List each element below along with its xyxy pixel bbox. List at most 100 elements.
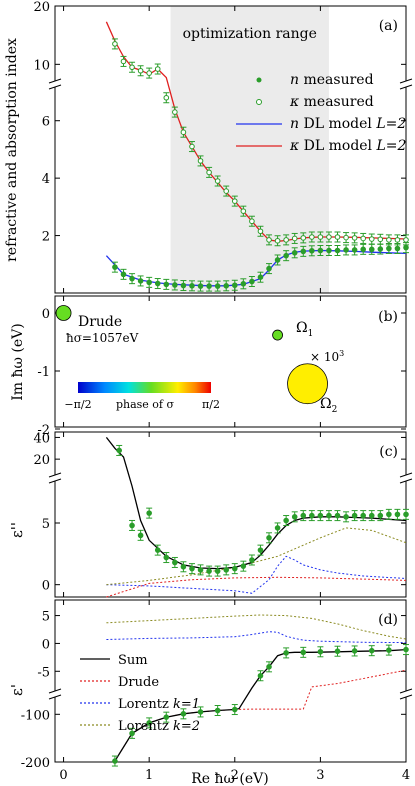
eps2-measured-point bbox=[223, 567, 230, 573]
kappa-measured-point bbox=[197, 158, 204, 164]
panel-d-break-mark bbox=[399, 694, 413, 700]
legend-text: Lorentz bbox=[118, 697, 173, 712]
legend-entry: Drude bbox=[118, 675, 159, 690]
panel-c-break-mark bbox=[399, 478, 413, 484]
x-tick-label: 1 bbox=[145, 768, 153, 783]
panel-a-break-mark bbox=[48, 84, 62, 90]
kappa-measured-point bbox=[386, 237, 392, 243]
panel-d-label: (d) bbox=[378, 612, 398, 628]
n-measured-point bbox=[343, 247, 349, 253]
n-measured-point bbox=[326, 247, 332, 254]
panel-d-break-mask bbox=[51, 691, 59, 697]
kappa-measured-point bbox=[129, 64, 135, 71]
kappa-measured-point bbox=[317, 234, 324, 240]
n-measured-point bbox=[403, 244, 409, 251]
eps2-measured-point bbox=[274, 525, 281, 531]
n-measured-point bbox=[163, 281, 170, 288]
panel-c-break-mask bbox=[402, 475, 410, 481]
n-measured-point bbox=[266, 265, 272, 272]
kappa-measured-point bbox=[377, 236, 384, 243]
panel-d-ylabel: ε' bbox=[8, 684, 26, 696]
eps2-measured-point bbox=[326, 512, 332, 519]
panel-a-y-tick-label: 6 bbox=[42, 115, 50, 130]
eps1-measured-point bbox=[231, 706, 238, 713]
eps2-measured-point bbox=[137, 532, 144, 539]
eps1-measured-point bbox=[163, 714, 170, 720]
panel-a-break-mark bbox=[399, 78, 413, 84]
n-measured-point bbox=[129, 275, 135, 282]
eps2-measured-point bbox=[249, 557, 255, 563]
eps1-measured-point bbox=[146, 720, 152, 726]
eps2-measured-point bbox=[386, 511, 392, 518]
sum-line bbox=[114, 648, 407, 762]
eps2-measured-point bbox=[116, 447, 123, 454]
kappa-measured-point bbox=[343, 234, 349, 241]
panel-d-frame bbox=[54, 599, 407, 763]
x-tick-label: 3 bbox=[316, 768, 324, 783]
kappa-measured-point bbox=[231, 198, 238, 204]
eps2-measured-point bbox=[291, 514, 298, 520]
legend-symbol: κ bbox=[289, 138, 299, 154]
legend-symbol: n bbox=[290, 72, 299, 88]
kappa-measured-point bbox=[351, 235, 358, 241]
kappa-measured-point bbox=[180, 129, 187, 135]
eps1-measured-point bbox=[351, 648, 358, 654]
panel-c-break-mark bbox=[399, 472, 413, 478]
panel-b-y-tick-label: 0 bbox=[42, 307, 50, 322]
eps2-measured-point bbox=[368, 512, 375, 519]
eps2-measured-point bbox=[206, 568, 212, 574]
panel-d-break-mask bbox=[402, 691, 410, 697]
panel-c-y-tick-label: 20 bbox=[33, 453, 50, 468]
panel-d-y-tick-label: -100 bbox=[21, 708, 50, 723]
eps1-measured-point bbox=[180, 711, 187, 717]
legend-entry: κ DL model L=2 bbox=[289, 138, 407, 154]
eps1-measured-point bbox=[266, 664, 272, 670]
eps2-measured-point bbox=[266, 535, 272, 541]
n-measured-point bbox=[146, 279, 152, 286]
eps1-measured-point bbox=[334, 648, 341, 655]
eps2-measured-point bbox=[129, 522, 135, 529]
eps1-measured-point bbox=[403, 646, 409, 653]
panel-d-y-tick-label: 5 bbox=[42, 610, 50, 625]
n-measured-point bbox=[386, 245, 392, 252]
eps2-measured-point bbox=[214, 568, 221, 574]
kappa-measured-point bbox=[137, 67, 144, 74]
legend-entry: n measured bbox=[290, 72, 374, 88]
eps2-measured-point bbox=[394, 511, 401, 518]
eps2-measured-point bbox=[197, 567, 204, 573]
panel-d-break-mark bbox=[48, 694, 62, 700]
eps2-measured-point bbox=[180, 563, 187, 570]
eps1-measured-point bbox=[317, 648, 324, 655]
n-measured-point bbox=[394, 245, 401, 252]
eps1-measured-point bbox=[283, 650, 289, 656]
omega2-sub: 2 bbox=[332, 405, 338, 415]
n-measured-point bbox=[112, 264, 118, 270]
eps1-measured-point bbox=[368, 647, 375, 654]
kappa-measured-point bbox=[240, 208, 247, 214]
kappa-measured-point bbox=[249, 218, 255, 225]
eps2-measured-point bbox=[240, 563, 247, 569]
kappa-measured-point bbox=[266, 237, 272, 243]
legend-kappa-measured-marker bbox=[256, 99, 262, 105]
drude-sigma-label: ħσ=1057eV bbox=[66, 331, 139, 345]
eps2-measured-point bbox=[300, 512, 307, 519]
panel-b-y-tick-label: -1 bbox=[37, 365, 50, 380]
kappa-measured-point bbox=[146, 70, 152, 76]
n-measured-point bbox=[291, 250, 298, 256]
panel-c-y-tick-label: 40 bbox=[33, 431, 50, 446]
kappa-measured-point bbox=[154, 66, 161, 72]
eps2-measured-point bbox=[334, 512, 341, 519]
n-measured-point bbox=[197, 283, 204, 289]
n-measured-point bbox=[257, 274, 264, 281]
eps2-measured-point bbox=[146, 510, 152, 516]
eps2-measured-point bbox=[231, 565, 238, 572]
eps2-measured-point bbox=[163, 554, 170, 561]
n-measured-point bbox=[360, 246, 366, 253]
sum-line bbox=[105, 437, 407, 570]
omega1-label: Ω1 bbox=[296, 320, 313, 339]
eps2-measured-point bbox=[309, 512, 315, 519]
panel-d-y-tick-label: -200 bbox=[21, 756, 50, 771]
drude-label: Drude bbox=[78, 314, 122, 330]
scale-label: × 103 bbox=[310, 349, 344, 364]
panel-b-y-tick-label: -2 bbox=[37, 423, 50, 438]
